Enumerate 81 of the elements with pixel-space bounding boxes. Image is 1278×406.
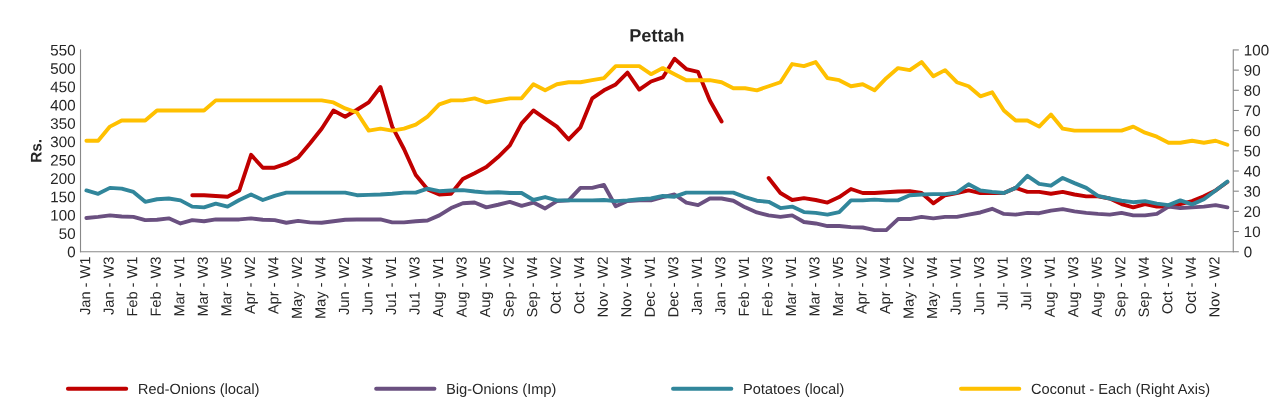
y2-tick-label: 70	[1244, 105, 1261, 117]
chart-title: Pettah	[630, 28, 684, 42]
x-tick-label: May - W4	[927, 257, 941, 318]
y-tick-label: 150	[51, 191, 76, 203]
y2-tick-label: 0	[1244, 246, 1252, 258]
legend-label: Big-Onions (Imp)	[447, 383, 556, 397]
legend-label: Red-Onions (local)	[139, 383, 259, 397]
x-tick-label: Mar - W5	[832, 257, 844, 316]
y-tick-label: 0	[67, 246, 76, 258]
legend-label: Coconut - Each (Right Axis)	[1031, 383, 1210, 397]
x-tick-label: Jan - W3	[103, 257, 114, 315]
x-tick-label: Feb - W1	[738, 257, 750, 316]
y2-tick-label: 60	[1244, 125, 1261, 137]
y-tick-label: 450	[50, 81, 76, 93]
y2-tick-label: 90	[1244, 64, 1261, 76]
x-tick-label: Feb - W3	[150, 257, 161, 316]
x-tick-label: Nov - W4	[621, 257, 632, 317]
x-tick-label: Aug - W5	[1091, 257, 1105, 318]
x-tick-label: Mar - W5	[221, 257, 232, 316]
y-tick-label: 100	[51, 209, 76, 221]
y-tick-label: 200	[50, 173, 76, 185]
line-series	[84, 183, 1230, 233]
x-tick-label: Sep - W2	[503, 257, 517, 317]
legend-label: Potatoes (local)	[744, 383, 844, 397]
x-tick-label: Dec - W1	[644, 257, 655, 317]
y-axis-title: Rs.	[30, 139, 42, 162]
x-tick-label: Oct - W4	[1185, 257, 1197, 314]
x-tick-label: Mar - W3	[197, 257, 208, 316]
x-tick-label: Nov - W2	[1209, 257, 1220, 317]
x-tick-label: Aug - W5	[480, 257, 494, 318]
y-tick-label: 550	[50, 44, 76, 56]
x-tick-label: Sep - W2	[1115, 257, 1129, 317]
x-tick-label: Jan - W1	[80, 257, 91, 315]
y2-tick-label: 20	[1244, 206, 1261, 218]
y2-tick-label: 80	[1244, 85, 1261, 96]
x-tick-label: Jan - W1	[691, 257, 702, 315]
x-tick-label: May - W4	[315, 257, 329, 318]
x-tick-label: Oct - W2	[1162, 257, 1173, 314]
x-tick-label: Feb - W3	[761, 257, 773, 316]
x-tick-label: Jun - W3	[973, 257, 985, 315]
x-tick-label: Aug - W1	[1044, 257, 1058, 318]
x-tick-label: Sep - W4	[1138, 257, 1152, 317]
x-tick-label: Mar - W1	[785, 257, 797, 316]
x-tick-label: Jul - W3	[1020, 257, 1032, 310]
x-tick-label: Jun - W4	[362, 257, 373, 315]
y-tick-label: 300	[50, 136, 76, 148]
x-tick-label: Feb - W1	[126, 257, 138, 316]
x-tick-label: Jul - W1	[997, 257, 1008, 310]
x-tick-label: Oct - W2	[550, 257, 561, 314]
x-tick-label: Mar - W3	[809, 257, 820, 316]
x-tick-label: Aug - W3	[456, 257, 470, 318]
y-tick-label: 50	[59, 228, 76, 240]
x-tick-label: Apr - W2	[856, 257, 870, 315]
x-tick-label: Ju1 - W3	[409, 257, 420, 315]
y-tick-label: 500	[50, 63, 76, 74]
x-tick-label: Apr - W4	[880, 257, 894, 315]
y2-tick-label: 30	[1244, 186, 1261, 197]
x-tick-label: Jun - W1	[950, 257, 961, 315]
line-series	[84, 173, 1230, 217]
x-tick-label: Jun - W2	[338, 257, 350, 315]
x-tick-label: Sep - W4	[526, 257, 541, 317]
x-tick-label: May - W2	[903, 257, 917, 318]
y2-tick-label: 40	[1244, 165, 1261, 177]
y2-tick-label: 100	[1244, 44, 1269, 56]
y-tick-label: 250	[50, 154, 76, 166]
x-tick-label: Oct - W4	[574, 257, 585, 314]
x-tick-label: Nov - W2	[597, 257, 608, 317]
x-tick-label: Apr - W2	[244, 257, 258, 315]
x-tick-label: Aug - W3	[1068, 257, 1082, 318]
x-tick-label: Aug - W1	[433, 257, 447, 318]
x-tick-label: Jan - W3	[715, 257, 726, 315]
x-tick-label: May - W2	[291, 257, 305, 318]
y-tick-label: 400	[50, 99, 76, 111]
x-tick-label: Mar - W1	[174, 257, 185, 316]
y2-tick-label: 50	[1244, 145, 1261, 157]
y2-tick-label: 10	[1244, 226, 1261, 238]
line-series	[84, 60, 1230, 147]
x-tick-label: Dec - W3	[668, 257, 679, 317]
x-tick-label: Apr - W4	[268, 257, 282, 315]
y-tick-label: 350	[50, 118, 76, 129]
x-tick-label: Ju1 - W1	[385, 257, 397, 315]
